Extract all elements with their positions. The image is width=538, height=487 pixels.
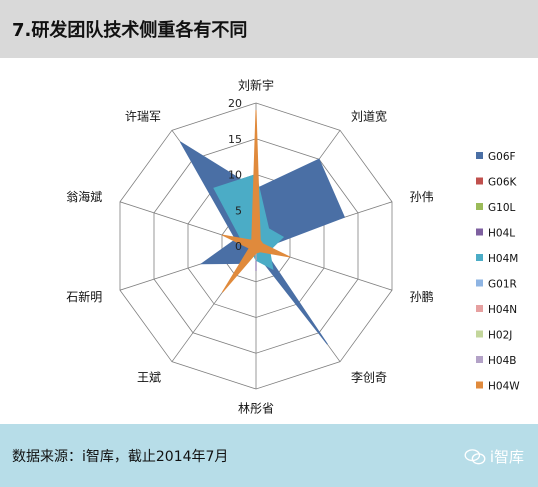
legend-label: H04L bbox=[488, 228, 515, 240]
legend-swatch bbox=[476, 254, 483, 261]
legend-label: H04M bbox=[488, 253, 518, 265]
tick-label: 15 bbox=[228, 133, 242, 146]
axis-label: 王斌 bbox=[137, 371, 161, 385]
legend-swatch bbox=[476, 203, 483, 210]
axis-label: 孙鹏 bbox=[410, 290, 434, 304]
axis-label: 许瑞军 bbox=[125, 109, 161, 123]
axis-label: 翁海斌 bbox=[66, 189, 102, 204]
axis-label: 林彤省 bbox=[238, 402, 274, 416]
page-title: 7.研发团队技术侧重各有不同 bbox=[12, 20, 248, 41]
tick-label: 20 bbox=[228, 97, 242, 110]
axis-label: 李创奇 bbox=[351, 370, 387, 385]
legend-label: H04W bbox=[488, 381, 520, 393]
legend-swatch bbox=[476, 305, 483, 312]
legend-swatch bbox=[476, 177, 483, 185]
axis-label: 刘新宇 bbox=[238, 77, 274, 92]
axis-label: 刘道宽 bbox=[351, 108, 387, 123]
radar-chart: 0 5 10 15 20 刘新宇刘道宽孙伟孙鹏李创奇林彤省 王斌 石新明 翁海斌 许瑞军 G06F G… bbox=[0, 58, 538, 424]
axis-label: 孙伟 bbox=[410, 190, 434, 204]
tick-label: 5 bbox=[235, 204, 242, 217]
footer-bar: 数据来源：i智库，截止2014年7月 bbox=[0, 424, 538, 487]
legend-swatch bbox=[476, 381, 483, 389]
legend-label: G06F bbox=[488, 151, 516, 163]
legend-label: H02J bbox=[488, 330, 512, 342]
axis-label: 石新明 bbox=[66, 289, 102, 304]
legend-swatch bbox=[476, 228, 483, 236]
legend-swatch bbox=[476, 152, 483, 159]
legend-label: H04B bbox=[488, 355, 516, 367]
legend-label: H04N bbox=[488, 304, 517, 316]
data-source: 数据来源：i智库，截止2014年7月 bbox=[12, 448, 229, 465]
legend-swatch bbox=[476, 330, 483, 338]
series-h04w bbox=[221, 110, 291, 293]
legend-label: G10L bbox=[488, 202, 515, 214]
wechat-icon bbox=[464, 448, 486, 464]
legend-label: G01R bbox=[488, 279, 517, 291]
legend-swatch bbox=[476, 279, 483, 287]
watermark: i智库 bbox=[464, 446, 524, 467]
legend-swatch bbox=[476, 356, 483, 363]
tick-label: 10 bbox=[228, 169, 242, 182]
legend-label: G06K bbox=[488, 177, 517, 189]
watermark-text: i智库 bbox=[489, 448, 524, 466]
tick-label: 0 bbox=[235, 240, 242, 253]
title-bar: 7.研发团队技术侧重各有不同 bbox=[0, 0, 538, 58]
